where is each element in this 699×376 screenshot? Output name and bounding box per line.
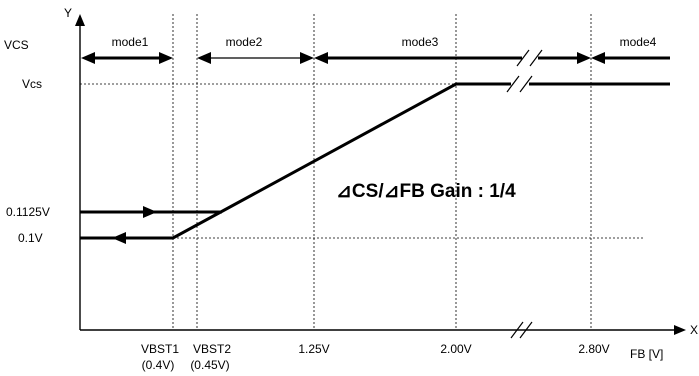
mode1-arrow-left <box>81 52 95 64</box>
level-01125v-arrow-right <box>143 206 157 218</box>
level-01v-arrow-left <box>112 232 126 244</box>
mode4-arrow-left <box>591 52 605 64</box>
mode3-arrow-right <box>577 52 591 64</box>
y-tick-01v: 0.1V <box>18 231 43 245</box>
mode1-label: mode1 <box>112 35 149 49</box>
mode2-label: mode2 <box>226 35 263 49</box>
x-tick-125v: 1.25V <box>298 342 329 356</box>
y-axis-title: VCS <box>4 38 29 52</box>
mode2-arrow-left <box>197 52 211 64</box>
mode4-label: mode4 <box>620 35 657 49</box>
curve-break-1 <box>506 75 520 93</box>
mode1-arrow-right <box>159 52 173 64</box>
gain-annotation: ⊿CS/⊿FB Gain : 1/4 <box>336 181 516 202</box>
mode3-break-1 <box>516 49 530 67</box>
x-tick-vbst1-value: (0.4V) <box>142 358 175 372</box>
mode3-label: mode3 <box>402 35 439 49</box>
x-axis-break-1 <box>510 321 524 339</box>
y-tick-vcs: Vcs <box>22 77 42 91</box>
x-axis-arrowhead <box>674 325 686 335</box>
x-tick-280v: 2.80V <box>578 342 609 356</box>
x-tick-vbst1: VBST1 <box>141 342 179 356</box>
mode3-break-2 <box>529 49 543 67</box>
y-tick-01125v: 0.1125V <box>6 205 50 219</box>
vcs-characteristic-curve <box>80 82 670 240</box>
x-axis-break-2 <box>519 321 533 339</box>
x-tick-vbst2: VBST2 <box>193 342 231 356</box>
mode2-arrow-right <box>300 52 314 64</box>
y-axis-arrowhead <box>75 14 85 26</box>
x-axis-letter: X <box>690 323 698 337</box>
y-axis-letter: Y <box>64 6 72 20</box>
curve-break-2 <box>519 75 533 93</box>
mode3-arrow-left <box>314 52 328 64</box>
x-tick-200v: 2.00V <box>440 342 471 356</box>
x-axis-unit: FB [V] <box>630 347 663 361</box>
x-tick-vbst2-value: (0.45V) <box>190 358 229 372</box>
